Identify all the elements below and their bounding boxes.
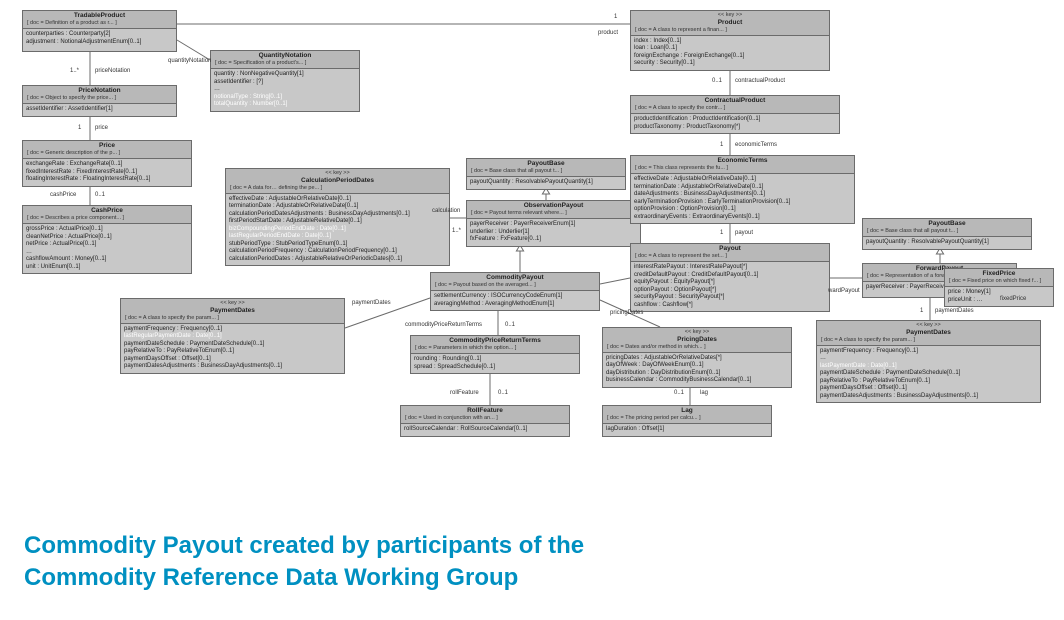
uml-class-title: CommodityPayout[ doc = Payout based on t… xyxy=(431,273,599,291)
uml-diagram: TradableProduct[ doc = Definition of a p… xyxy=(0,0,1064,500)
uml-class-title: TradableProduct[ doc = Definition of a p… xyxy=(23,11,176,29)
edge-label: rollFeature xyxy=(450,390,479,396)
edge-label: product xyxy=(598,30,618,36)
edge-label: quantityNotation xyxy=(168,58,211,64)
uml-class-attrs: settlementCurrency : ISOCurrencyCodeEnum… xyxy=(431,291,599,310)
uml-class-title: CashPrice[ doc = Describes a price compo… xyxy=(23,206,191,224)
uml-class-Product: << key >>Product[ doc = A class to repre… xyxy=(630,10,830,71)
edge-label: payout xyxy=(735,230,753,236)
uml-class-CommodityPayout: CommodityPayout[ doc = Payout based on t… xyxy=(430,272,600,311)
edge-label: price xyxy=(95,125,108,131)
uml-class-title: Price[ doc = Generic description of the … xyxy=(23,141,191,159)
uml-class-attrs: payoutQuantity : ResolvablePayoutQuantit… xyxy=(863,237,1031,249)
uml-class-attrs: paymentFrequency : Frequency[0..1] lastR… xyxy=(121,324,344,373)
edge-label: cashPrice xyxy=(50,192,76,198)
uml-class-title: CommodityPriceReturnTerms[ doc = Paramet… xyxy=(411,336,579,354)
uml-class-attrs: lagDuration : Offset[1] xyxy=(603,424,771,436)
uml-class-title: PriceNotation[ doc = Object to specify t… xyxy=(23,86,176,104)
uml-class-attrs: index : Index[0..1] loan : Loan[0..1] fo… xyxy=(631,36,829,70)
edge-label: pricingDates xyxy=(610,310,643,316)
edge-label: fixedPrice xyxy=(1000,296,1026,302)
uml-class-PriceNotation: PriceNotation[ doc = Object to specify t… xyxy=(22,85,177,117)
uml-class-title: ObservationPayout[ doc = Payout terms re… xyxy=(467,201,640,219)
uml-class-title: << key >>Product[ doc = A class to repre… xyxy=(631,11,829,36)
uml-class-title: << key >>PaymentDates[ doc = A class to … xyxy=(121,299,344,324)
uml-class-attrs: rollSourceCalendar : RollSourceCalendar[… xyxy=(401,424,569,436)
uml-class-EconomicTerms: EconomicTerms[ doc = This class represen… xyxy=(630,155,855,224)
uml-class-attrs: counterparties : Counterparty[2] adjustm… xyxy=(23,29,176,48)
uml-class-attrs: interestRatePayout : InterestRatePayout[… xyxy=(631,262,829,311)
uml-class-attrs: effectiveDate : AdjustableOrRelativeDate… xyxy=(631,174,854,223)
uml-class-attrs: grossPrice : ActualPrice[0..1] cleanNetP… xyxy=(23,224,191,273)
uml-class-attrs: productIdentification : ProductIdentific… xyxy=(631,114,839,133)
edge-multiplicity: 1 xyxy=(614,14,617,20)
edge-multiplicity: 0..1 xyxy=(505,322,515,328)
uml-class-title: RollFeature[ doc = Used in conjunction w… xyxy=(401,406,569,424)
edge-multiplicity: 1 xyxy=(720,142,723,148)
edge-label: commodityPriceReturnTerms xyxy=(405,322,482,328)
uml-class-attrs: pricingDates : AdjustableOrRelativeDates… xyxy=(603,353,791,387)
edge-label: contractualProduct xyxy=(735,78,785,84)
edge-multiplicity: 0..1 xyxy=(712,78,722,84)
edge-label: paymentDates xyxy=(935,308,974,314)
figure-caption: Commodity Payout created by participants… xyxy=(24,530,924,595)
edge-multiplicity: 0..1 xyxy=(498,390,508,396)
uml-class-title: Lag[ doc = The pricing period per calcu.… xyxy=(603,406,771,424)
edge-label: paymentDates xyxy=(352,300,391,306)
caption-line-1: Commodity Payout created by participants… xyxy=(24,532,584,559)
edge-label: priceNotation xyxy=(95,68,130,74)
edge-multiplicity: 1 xyxy=(720,230,723,236)
uml-class-title: << key >>PaymentDates[ doc = A class to … xyxy=(817,321,1040,346)
edge-multiplicity: 1..* xyxy=(70,68,79,74)
edge-multiplicity: 0..1 xyxy=(95,192,105,198)
uml-class-PayoutBase2: PayoutBase[ doc = Base class that all pa… xyxy=(862,218,1032,250)
uml-class-title: EconomicTerms[ doc = This class represen… xyxy=(631,156,854,174)
uml-class-attrs: payerReceiver : PayerReceiverEnum[1] und… xyxy=(467,219,640,246)
uml-class-attrs: exchangeRate : ExchangeRate[0..1] fixedI… xyxy=(23,159,191,186)
edge-label: economicTerms xyxy=(735,142,777,148)
uml-class-ObservationPayout: ObservationPayout[ doc = Payout terms re… xyxy=(466,200,641,247)
uml-class-attrs: payoutQuantity : ResolvablePayoutQuantit… xyxy=(467,177,625,189)
uml-class-title: FixedPrice[ doc = Fixed price on which f… xyxy=(945,269,1053,287)
uml-class-attrs: effectiveDate : AdjustableOrRelativeDate… xyxy=(226,194,449,266)
edge-multiplicity: 1 xyxy=(78,125,81,131)
edge-multiplicity: 1 xyxy=(920,308,923,314)
uml-class-attrs: quantity : NonNegativeQuantity[1] assetI… xyxy=(211,69,359,111)
caption-line-2: Commodity Reference Data Working Group xyxy=(24,564,518,591)
uml-class-attrs: price : Money[1] priceUnit : … xyxy=(945,287,1053,306)
uml-class-CommodityPriceReturnTerms: CommodityPriceReturnTerms[ doc = Paramet… xyxy=(410,335,580,374)
uml-class-QuantityNotation: QuantityNotation[ doc = Specification of… xyxy=(210,50,360,112)
uml-class-PaymentDates2: << key >>PaymentDates[ doc = A class to … xyxy=(816,320,1041,403)
uml-class-RollFeature: RollFeature[ doc = Used in conjunction w… xyxy=(400,405,570,437)
uml-class-title: << key >>CalculationPeriodDates[ doc = A… xyxy=(226,169,449,194)
uml-class-attrs: rounding : Rounding[0..1] spread : Sprea… xyxy=(411,354,579,373)
uml-class-CashPrice: CashPrice[ doc = Describes a price compo… xyxy=(22,205,192,274)
uml-class-TradableProduct: TradableProduct[ doc = Definition of a p… xyxy=(22,10,177,52)
uml-class-PayoutBase: PayoutBase[ doc = Base class that all pa… xyxy=(466,158,626,190)
uml-class-CalculationPeriodDates: << key >>CalculationPeriodDates[ doc = A… xyxy=(225,168,450,266)
edge-multiplicity: 1..* xyxy=(452,228,461,234)
uml-class-attrs: assetIdentifier : AssetIdentifier[1] xyxy=(23,104,176,116)
edge-label: calculation xyxy=(432,208,460,214)
uml-class-PaymentDates: << key >>PaymentDates[ doc = A class to … xyxy=(120,298,345,374)
edge-multiplicity: 0..1 xyxy=(674,390,684,396)
edge-label: wardPayout xyxy=(828,288,860,294)
uml-class-ContractualProduct: ContractualProduct[ doc = A class to spe… xyxy=(630,95,840,134)
uml-class-PricingDates: << key >>PricingDates[ doc = Dates and/o… xyxy=(602,327,792,388)
uml-class-title: << key >>PricingDates[ doc = Dates and/o… xyxy=(603,328,791,353)
edge-label: lag xyxy=(700,390,708,396)
uml-class-Lag: Lag[ doc = The pricing period per calcu.… xyxy=(602,405,772,437)
uml-class-Payout: Payout[ doc = A class to represent the s… xyxy=(630,243,830,312)
uml-class-title: ContractualProduct[ doc = A class to spe… xyxy=(631,96,839,114)
uml-class-title: QuantityNotation[ doc = Specification of… xyxy=(211,51,359,69)
uml-class-title: PayoutBase[ doc = Base class that all pa… xyxy=(863,219,1031,237)
uml-class-title: PayoutBase[ doc = Base class that all pa… xyxy=(467,159,625,177)
uml-class-Price: Price[ doc = Generic description of the … xyxy=(22,140,192,187)
uml-class-title: Payout[ doc = A class to represent the s… xyxy=(631,244,829,262)
uml-class-FixedPrice: FixedPrice[ doc = Fixed price on which f… xyxy=(944,268,1054,307)
uml-class-attrs: paymentFrequency : Frequency[0..1] … las… xyxy=(817,346,1040,403)
